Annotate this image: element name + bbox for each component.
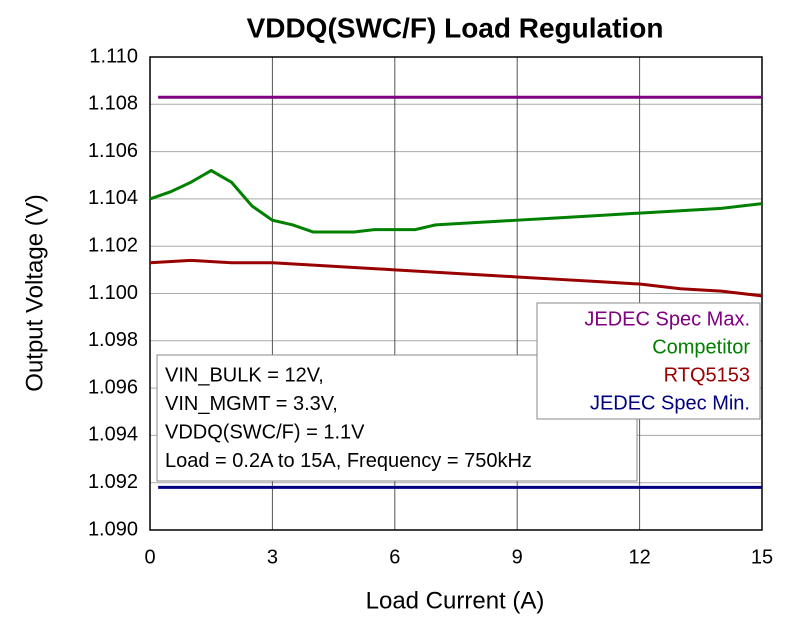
y-tick-label: 1.100 xyxy=(88,282,138,304)
y-axis-label: Output Voltage (V) xyxy=(21,194,48,391)
annotation-line: VIN_MGMT = 3.3V, xyxy=(165,393,338,415)
x-tick-label: 9 xyxy=(512,546,523,568)
y-tick-label: 1.090 xyxy=(88,518,138,540)
legend: JEDEC Spec Max. Competitor RTQ5153 JEDEC Sp… xyxy=(536,302,761,420)
y-tick-label: 1.094 xyxy=(88,424,138,446)
legend-entry: JEDEC Spec Min. xyxy=(590,392,750,414)
annotation-line: Load = 0.2A to 15A, Frequency = 750kHz xyxy=(165,450,532,472)
legend-entry: Competitor xyxy=(652,336,750,358)
annotation-line: VDDQ(SWC/F) = 1.1V xyxy=(165,421,365,443)
x-tick-label: 6 xyxy=(389,546,400,568)
legend-entry: JEDEC Spec Max. xyxy=(584,308,750,330)
x-tick-label: 3 xyxy=(267,546,278,568)
y-tick-label: 1.110 xyxy=(89,45,138,67)
x-tick-label: 0 xyxy=(144,546,155,568)
legend-entry: RTQ5153 xyxy=(664,364,750,386)
x-tick-label: 15 xyxy=(751,546,773,568)
plot-border xyxy=(149,56,763,531)
y-tick-label: 1.106 xyxy=(88,140,138,162)
chart-title: VDDQ(SWC/F) Load Regulation xyxy=(247,12,664,43)
series-line xyxy=(149,258,763,298)
x-tick-label: 12 xyxy=(628,546,650,568)
legend-box xyxy=(536,302,761,420)
series-line xyxy=(149,168,763,234)
y-tick-label: 1.092 xyxy=(88,471,138,493)
y-tick-label: 1.108 xyxy=(88,93,138,115)
x-axis-label: Load Current (A) xyxy=(366,587,545,614)
y-tick-label: 1.102 xyxy=(88,234,138,256)
y-tick-label: 1.096 xyxy=(88,376,138,398)
y-tick-label: 1.098 xyxy=(88,329,138,351)
annotation-line: VIN_BULK = 12V, xyxy=(165,364,324,386)
y-tick-label: 1.104 xyxy=(88,187,138,209)
